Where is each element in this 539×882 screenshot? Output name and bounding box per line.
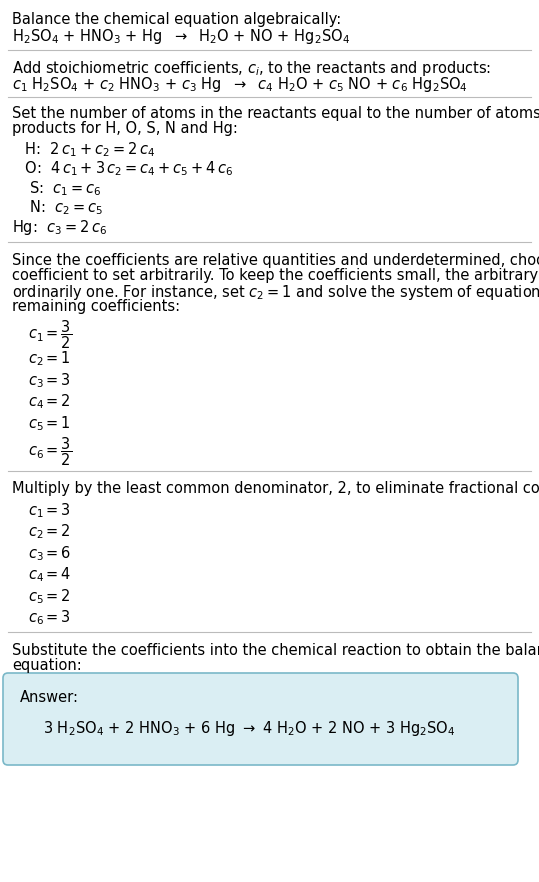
Text: coefficient to set arbitrarily. To keep the coefficients small, the arbitrary va: coefficient to set arbitrarily. To keep … [12,268,539,283]
Text: $c_1$ H$_2$SO$_4$ + $c_2$ HNO$_3$ + $c_3$ Hg  $\rightarrow$  $c_4$ H$_2$O + $c_5: $c_1$ H$_2$SO$_4$ + $c_2$ HNO$_3$ + $c_3… [12,74,468,93]
Text: products for H, O, S, N and Hg:: products for H, O, S, N and Hg: [12,122,238,137]
Text: $c_1 = \dfrac{3}{2}$: $c_1 = \dfrac{3}{2}$ [28,318,72,351]
Text: O:  $4\,c_1 + 3\,c_2 = c_4 + c_5 + 4\,c_6$: O: $4\,c_1 + 3\,c_2 = c_4 + c_5 + 4\,c_6… [20,160,233,178]
Text: ordinarily one. For instance, set $c_2 = 1$ and solve the system of equations fo: ordinarily one. For instance, set $c_2 =… [12,283,539,303]
Text: H$_2$SO$_4$ + HNO$_3$ + Hg  $\rightarrow$  H$_2$O + NO + Hg$_2$SO$_4$: H$_2$SO$_4$ + HNO$_3$ + Hg $\rightarrow$… [12,27,350,47]
Text: H:  $2\,c_1 + c_2 = 2\,c_4$: H: $2\,c_1 + c_2 = 2\,c_4$ [20,140,155,159]
Text: equation:: equation: [12,659,82,674]
Text: Hg:  $c_3 = 2\,c_6$: Hg: $c_3 = 2\,c_6$ [12,218,107,237]
Text: $c_6 = 3$: $c_6 = 3$ [28,609,71,627]
Text: remaining coefficients:: remaining coefficients: [12,299,180,314]
Text: $c_3 = 6$: $c_3 = 6$ [28,544,71,563]
Text: $c_3 = 3$: $c_3 = 3$ [28,371,71,390]
Text: Answer:: Answer: [20,690,79,705]
Text: Multiply by the least common denominator, 2, to eliminate fractional coefficient: Multiply by the least common denominator… [12,482,539,497]
Text: $c_5 = 2$: $c_5 = 2$ [28,587,71,606]
Text: Substitute the coefficients into the chemical reaction to obtain the balanced: Substitute the coefficients into the che… [12,643,539,658]
Text: N:  $c_2 = c_5$: N: $c_2 = c_5$ [20,198,103,217]
Text: $c_5 = 1$: $c_5 = 1$ [28,414,71,433]
Text: $3$ H$_2$SO$_4$ $+$ $2$ HNO$_3$ $+$ $6$ Hg $\rightarrow$ $4$ H$_2$O $+$ $2$ NO $: $3$ H$_2$SO$_4$ $+$ $2$ HNO$_3$ $+$ $6$ … [43,720,455,738]
Text: $c_2 = 2$: $c_2 = 2$ [28,522,71,542]
FancyBboxPatch shape [3,673,518,765]
Text: $c_4 = 4$: $c_4 = 4$ [28,565,71,584]
Text: $c_1 = 3$: $c_1 = 3$ [28,501,71,519]
Text: Add stoichiometric coefficients, $c_i$, to the reactants and products:: Add stoichiometric coefficients, $c_i$, … [12,59,491,78]
Text: $c_4 = 2$: $c_4 = 2$ [28,392,71,411]
Text: Since the coefficients are relative quantities and underdetermined, choose a: Since the coefficients are relative quan… [12,252,539,267]
Text: Set the number of atoms in the reactants equal to the number of atoms in the: Set the number of atoms in the reactants… [12,106,539,121]
Text: $c_6 = \dfrac{3}{2}$: $c_6 = \dfrac{3}{2}$ [28,436,72,468]
Text: $c_2 = 1$: $c_2 = 1$ [28,349,71,368]
Text: S:  $c_1 = c_6$: S: $c_1 = c_6$ [20,179,102,198]
Text: Balance the chemical equation algebraically:: Balance the chemical equation algebraica… [12,12,341,27]
